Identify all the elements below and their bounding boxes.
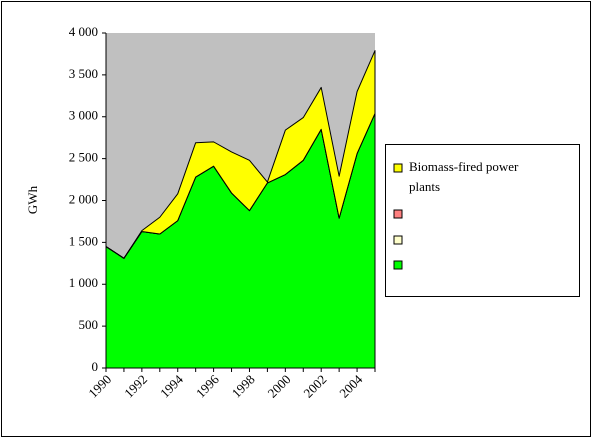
legend-swatch (393, 260, 403, 270)
y-tick-label: 3 000 (69, 108, 98, 123)
y-tick-label: 2 000 (69, 191, 98, 206)
legend-swatch (393, 235, 403, 245)
y-tick-label: 1 000 (69, 275, 98, 290)
legend-box (385, 144, 580, 297)
legend-swatch (393, 163, 403, 173)
y-tick-label: 3 500 (69, 66, 98, 81)
y-tick-label: 500 (79, 317, 99, 332)
y-tick-label: 0 (92, 359, 99, 374)
y-axis-title: GWh (25, 185, 40, 214)
area (105, 50, 376, 259)
legend-label: Biomass-fired power plants (409, 159, 519, 194)
legend-swatch (393, 209, 403, 219)
y-tick-label: 4 000 (69, 24, 98, 39)
y-tick-label: 2 500 (69, 150, 98, 165)
y-tick-label: 1 500 (69, 233, 98, 248)
